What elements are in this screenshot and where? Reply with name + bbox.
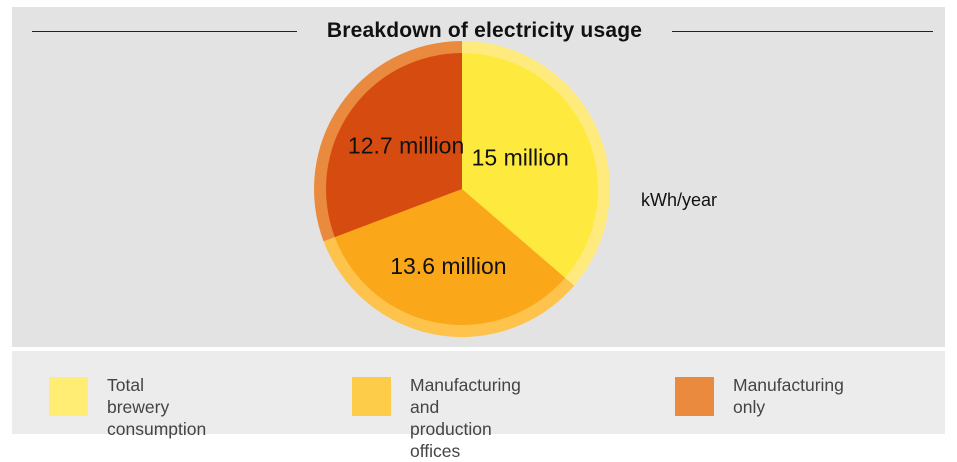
legend-swatch-manufacturing-offices	[352, 377, 391, 416]
legend-label-total-brewery: Total brewery consumption	[107, 374, 206, 440]
pie-chart: 15 million 13.6 million 12.7 million	[12, 7, 945, 347]
legend-label-manufacturing-only: Manufacturing only	[733, 374, 844, 418]
slice-label-13-6-million: 13.6 million	[390, 253, 506, 279]
legend-label-manufacturing-offices: Manufacturing and production offices	[410, 374, 521, 462]
chart-panel: Breakdown of electricity usage 15 millio…	[12, 7, 945, 347]
legend-swatch-total-brewery	[49, 377, 88, 416]
unit-label: kWh/year	[641, 190, 717, 211]
legend-swatch-manufacturing-only	[675, 377, 714, 416]
slice-label-15-million: 15 million	[472, 144, 569, 170]
slice-label-12-7-million: 12.7 million	[348, 132, 464, 158]
legend-panel: Total brewery consumption Manufacturing …	[12, 351, 945, 434]
